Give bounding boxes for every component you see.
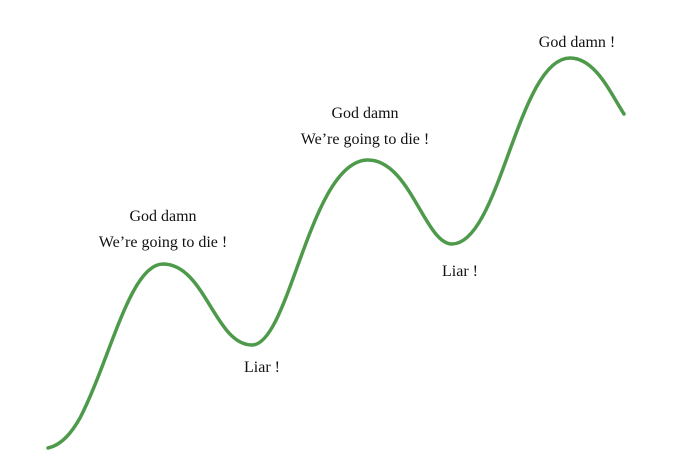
peak-1-line-1: God damn — [129, 208, 197, 225]
peak-1-annotation: God damn We’re going to die ! — [99, 204, 227, 256]
trough-2-line-1: Liar ! — [442, 263, 478, 280]
peak-1-line-2: We’re going to die ! — [98, 234, 228, 251]
trough-1-line-1: Liar ! — [244, 359, 280, 376]
peak-2-line-1: God damn — [331, 105, 399, 122]
trough-2-annotation: Liar ! — [442, 259, 478, 285]
rising-wave-curve — [46, 56, 626, 450]
peak-3-annotation: God damn ! — [539, 30, 615, 56]
peak-3-line-1: God damn ! — [538, 34, 616, 51]
trough-1-annotation: Liar ! — [244, 355, 280, 381]
peak-2-annotation: God damn We’re going to die ! — [301, 101, 429, 153]
peak-2-line-2: We’re going to die ! — [300, 131, 430, 148]
